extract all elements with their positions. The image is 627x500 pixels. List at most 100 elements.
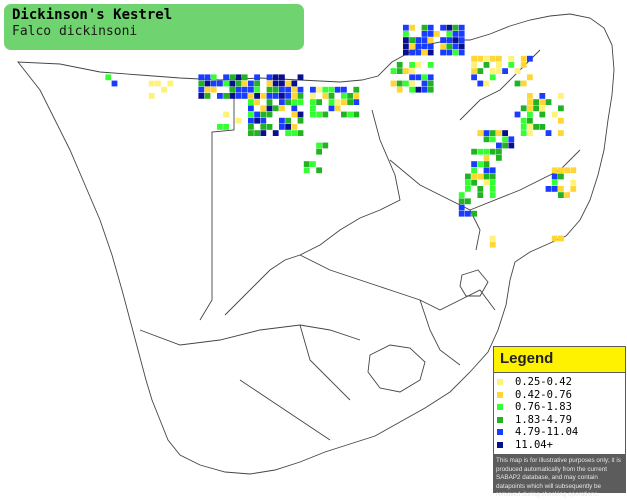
occurrence-cell	[254, 99, 260, 105]
occurrence-cell	[272, 93, 279, 99]
occurrence-cell	[279, 86, 285, 93]
occurrence-cell	[260, 93, 267, 99]
occurrence-cell	[328, 105, 335, 112]
occurrence-cell	[403, 37, 409, 43]
occurrence-cell	[483, 55, 490, 62]
occurrence-cell	[471, 55, 477, 62]
occurrence-cell	[483, 167, 490, 174]
border-namibia	[199, 84, 235, 321]
occurrence-cell	[204, 74, 211, 81]
legend-label: 1.83-4.79	[515, 413, 572, 426]
occurrence-cell	[489, 68, 496, 74]
species-common-name: Dickinson's Kestrel	[12, 7, 173, 23]
occurrence-cell	[570, 167, 577, 174]
occurrence-cell	[446, 24, 453, 31]
occurrence-cell	[316, 148, 322, 155]
occurrence-cell	[558, 93, 564, 99]
occurrence-cell	[229, 80, 236, 87]
occurrence-cell	[415, 49, 422, 56]
occurrence-cell	[272, 105, 279, 112]
occurrence-cell	[558, 192, 564, 198]
occurrence-cell	[558, 105, 564, 112]
occurrence-cell	[415, 74, 422, 81]
occurrence-cell	[421, 31, 428, 37]
occurrence-cell	[272, 80, 279, 87]
occurrence-cell	[198, 74, 205, 81]
occurrence-cell	[403, 68, 409, 74]
occurrence-cell	[316, 99, 322, 105]
occurrence-cell	[489, 130, 496, 136]
border-botswana	[224, 109, 401, 316]
occurrence-cell	[254, 74, 260, 81]
occurrence-cell	[285, 130, 291, 136]
border-lesotho	[367, 344, 426, 393]
occurrence-cell	[440, 37, 446, 43]
occurrence-cell	[409, 49, 415, 56]
occurrence-cell	[291, 80, 298, 87]
occurrence-cell	[241, 74, 248, 81]
occurrence-cell	[452, 24, 459, 31]
occurrence-cell	[477, 173, 484, 180]
occurrence-cell	[564, 192, 570, 198]
occurrence-cell	[291, 124, 298, 130]
occurrence-cell	[452, 49, 459, 56]
occurrence-cell	[415, 62, 422, 68]
occurrence-cell	[551, 235, 558, 242]
occurrence-cell	[471, 74, 477, 81]
occurrence-cell	[310, 161, 316, 167]
occurrence-cell	[508, 55, 515, 62]
occurrence-cell	[489, 74, 496, 81]
occurrence-cell	[347, 93, 353, 99]
occurrence-cell	[341, 111, 347, 118]
occurrence-cell	[322, 142, 329, 149]
occurrence-cell	[105, 74, 112, 81]
occurrence-cell	[477, 68, 484, 74]
occurrence-cell	[539, 105, 546, 112]
occurrence-cell	[527, 124, 533, 130]
occurrence-cell	[520, 62, 527, 68]
occurrence-cell	[310, 86, 316, 93]
occurrence-cell	[297, 74, 304, 81]
occurrence-cell	[558, 173, 564, 180]
occurrence-cell	[322, 86, 329, 93]
occurrence-cell	[217, 80, 223, 87]
occurrence-cell	[539, 99, 546, 105]
legend-item: 4.79-11.04	[494, 426, 625, 439]
occurrence-cell	[409, 24, 415, 31]
legend-swatch	[497, 379, 503, 386]
occurrence-cell	[316, 111, 322, 118]
legend-panel: Legend 0.25-0.42 0.42-0.76 0.76-1.83 1.8…	[493, 346, 626, 498]
occurrence-cell	[303, 167, 310, 174]
occurrence-cell	[403, 49, 409, 56]
occurrence-cell	[390, 68, 397, 74]
occurrence-cell	[458, 198, 465, 205]
occurrence-cell	[266, 74, 273, 81]
occurrence-cell	[248, 80, 254, 87]
occurrence-cell	[551, 179, 558, 186]
occurrence-cell	[229, 86, 236, 93]
occurrence-cell	[248, 99, 254, 105]
occurrence-cell	[483, 130, 490, 136]
occurrence-cell	[279, 74, 285, 81]
occurrence-cell	[458, 204, 465, 211]
occurrence-cell	[458, 49, 465, 56]
occurrence-cell	[223, 80, 229, 87]
occurrence-cell	[527, 117, 533, 124]
occurrence-cell	[409, 43, 415, 50]
occurrence-cell	[148, 80, 155, 87]
occurrence-cell	[235, 80, 242, 87]
occurrence-cell	[167, 80, 174, 87]
occurrence-cell	[427, 24, 434, 31]
occurrence-cell	[427, 43, 434, 50]
occurrence-cell	[427, 49, 434, 56]
species-title-panel: Dickinson's Kestrel Falco dickinsoni	[4, 4, 304, 50]
occurrence-cell	[520, 80, 527, 87]
occurrence-cell	[254, 130, 260, 136]
occurrence-cell	[266, 93, 273, 99]
occurrence-cell	[341, 86, 347, 93]
occurrence-cell	[440, 43, 446, 50]
occurrence-cell	[477, 130, 484, 136]
occurrence-cell	[489, 167, 496, 174]
legend-swatch	[497, 391, 503, 398]
